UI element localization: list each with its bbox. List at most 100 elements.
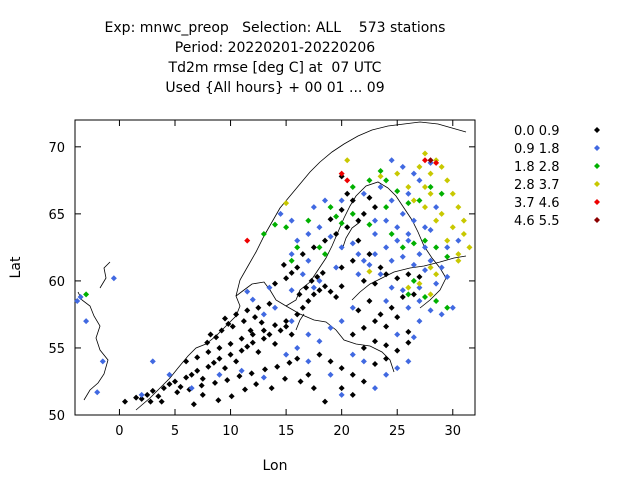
legend-marker xyxy=(594,163,600,169)
data-point xyxy=(266,331,273,338)
data-point xyxy=(422,157,428,164)
data-point xyxy=(327,371,334,378)
data-point xyxy=(372,318,378,325)
data-point xyxy=(322,283,328,290)
data-point xyxy=(305,331,312,338)
data-point xyxy=(288,318,295,325)
data-point xyxy=(288,269,295,276)
data-point xyxy=(372,204,378,211)
data-point xyxy=(294,237,301,244)
data-point xyxy=(372,230,378,237)
data-point xyxy=(394,347,401,354)
data-point xyxy=(366,251,373,258)
data-point xyxy=(349,391,356,398)
data-point xyxy=(327,358,334,365)
data-point xyxy=(399,163,406,170)
data-point xyxy=(388,257,395,264)
data-point xyxy=(268,385,275,392)
data-point xyxy=(383,371,390,378)
data-point xyxy=(433,204,440,211)
data-point xyxy=(410,217,417,224)
y-tick-label: 70 xyxy=(48,141,65,156)
data-point xyxy=(294,244,301,251)
data-point xyxy=(322,197,328,204)
data-point xyxy=(305,358,312,365)
data-point xyxy=(183,358,190,365)
axes-group: 0 5 10 15 20 25 30 50 55 60 65 70 Lon Lat xyxy=(8,119,476,474)
points-group xyxy=(74,150,473,408)
data-point xyxy=(322,237,328,244)
data-point xyxy=(405,230,412,237)
data-point xyxy=(405,271,412,278)
data-point xyxy=(288,217,295,224)
data-point xyxy=(310,385,317,392)
data-point xyxy=(305,371,312,378)
data-point xyxy=(194,354,201,361)
chart-title-block: Exp: mnwc_preop Selection: ALL 573 stati… xyxy=(60,18,490,98)
data-point xyxy=(138,395,145,402)
data-point xyxy=(416,197,423,204)
data-point xyxy=(204,339,211,346)
data-point xyxy=(394,365,401,372)
legend-marker xyxy=(594,199,600,205)
legend-label: 4.6 5.5 xyxy=(514,214,559,229)
data-point xyxy=(455,204,462,211)
data-point xyxy=(198,382,205,389)
data-point xyxy=(422,150,428,157)
data-point xyxy=(383,177,390,184)
data-point xyxy=(262,366,268,373)
data-point xyxy=(260,311,267,318)
data-point xyxy=(272,221,278,228)
data-point xyxy=(427,157,434,164)
data-point xyxy=(294,264,301,271)
data-point xyxy=(160,385,167,392)
data-point xyxy=(316,244,323,251)
data-point xyxy=(283,351,290,358)
data-point xyxy=(460,230,467,237)
data-point xyxy=(422,184,428,191)
data-point xyxy=(253,381,260,388)
data-point xyxy=(280,261,287,268)
data-point xyxy=(310,284,317,291)
data-point xyxy=(416,177,423,184)
data-point xyxy=(349,240,356,247)
data-point xyxy=(383,298,390,305)
data-point xyxy=(244,307,251,314)
y-axis-label: Lat xyxy=(8,256,24,278)
data-point xyxy=(349,197,356,204)
data-point xyxy=(166,381,173,388)
data-point xyxy=(422,294,428,300)
data-point xyxy=(149,358,156,365)
data-point xyxy=(427,190,434,197)
data-point xyxy=(277,210,284,217)
data-point xyxy=(216,371,223,378)
data-point xyxy=(349,371,356,378)
x-tick-label: 5 xyxy=(171,424,179,439)
data-point xyxy=(366,194,373,201)
data-point xyxy=(455,257,462,264)
data-point xyxy=(207,331,214,338)
data-point xyxy=(416,163,423,170)
chart-title-line-2: Period: 20220201-20220206 xyxy=(174,40,376,56)
data-point xyxy=(405,237,412,244)
data-point xyxy=(338,385,345,392)
data-point xyxy=(174,389,181,396)
data-point xyxy=(399,244,406,251)
data-point xyxy=(252,314,258,321)
data-point xyxy=(349,210,356,217)
data-point xyxy=(383,244,390,251)
data-point xyxy=(394,314,401,321)
data-point xyxy=(310,291,317,298)
data-point xyxy=(427,307,434,314)
legend-marker xyxy=(594,181,600,187)
data-point xyxy=(260,374,267,381)
data-point xyxy=(410,277,417,284)
data-point xyxy=(305,230,312,237)
data-point xyxy=(405,200,412,207)
data-point xyxy=(410,334,417,341)
data-point xyxy=(388,157,395,164)
data-point xyxy=(299,271,306,278)
data-point xyxy=(282,375,288,382)
data-point xyxy=(399,294,406,300)
